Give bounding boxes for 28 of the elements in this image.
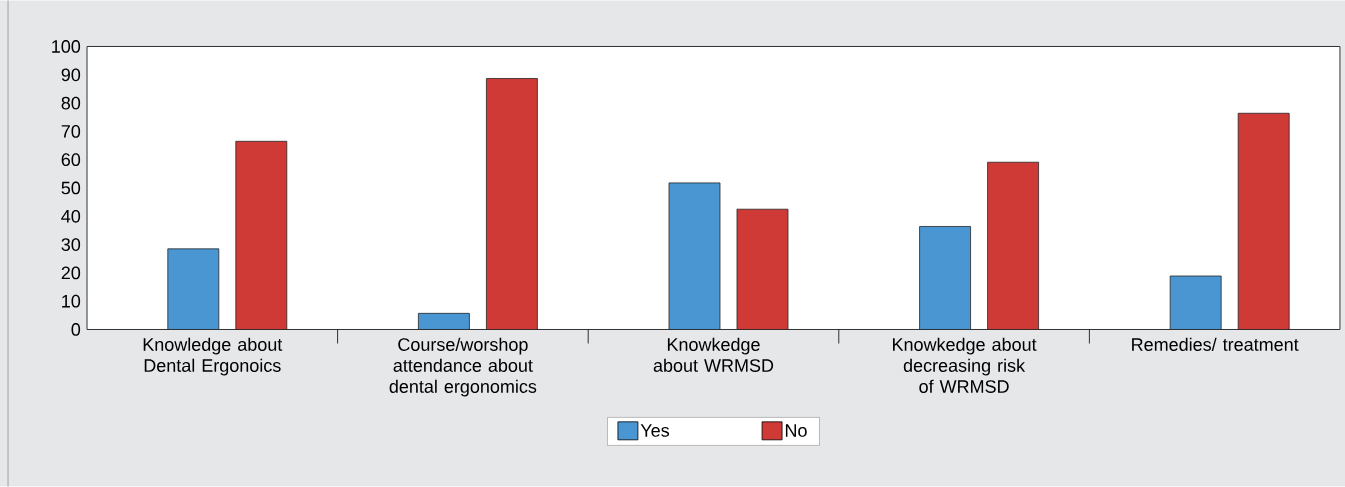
bar bbox=[167, 248, 220, 330]
y-tick-label: 60 bbox=[61, 153, 81, 167]
y-tick-label: 0 bbox=[71, 323, 81, 336]
legend-label: Yes bbox=[640, 424, 670, 437]
y-tick-label: 10 bbox=[62, 294, 81, 308]
bar bbox=[418, 312, 470, 330]
x-tick-label: Remedies/ treatment bbox=[1132, 337, 1299, 351]
bar bbox=[486, 78, 538, 330]
x-tick-label: Knowkedge about decreasing risk of WRMSD bbox=[893, 337, 1037, 393]
y-tick-label: 30 bbox=[61, 238, 81, 251]
bar bbox=[919, 226, 971, 330]
bar bbox=[987, 161, 1039, 330]
bar bbox=[235, 140, 288, 330]
y-tick-label: 50 bbox=[61, 181, 81, 195]
bar bbox=[1237, 112, 1290, 330]
y-tick-label: 90 bbox=[61, 68, 81, 82]
legend-label: No bbox=[785, 424, 807, 437]
y-tick-label: 40 bbox=[61, 209, 81, 223]
x-tick-label: Course/worshop attendance about dental ergonomics bbox=[389, 337, 537, 397]
y-tick-label: 100 bbox=[52, 40, 81, 53]
x-tick-label: Knowledge about Dental Ergonoics bbox=[143, 337, 283, 376]
bar bbox=[1169, 275, 1222, 330]
x-tick-label: Knowkedge about WRMSD bbox=[653, 337, 774, 372]
y-tick-label: 20 bbox=[61, 266, 81, 280]
y-tick-label: 70 bbox=[61, 125, 81, 138]
y-tick-label: 80 bbox=[61, 96, 81, 110]
bar bbox=[668, 182, 721, 330]
bar bbox=[736, 208, 789, 330]
